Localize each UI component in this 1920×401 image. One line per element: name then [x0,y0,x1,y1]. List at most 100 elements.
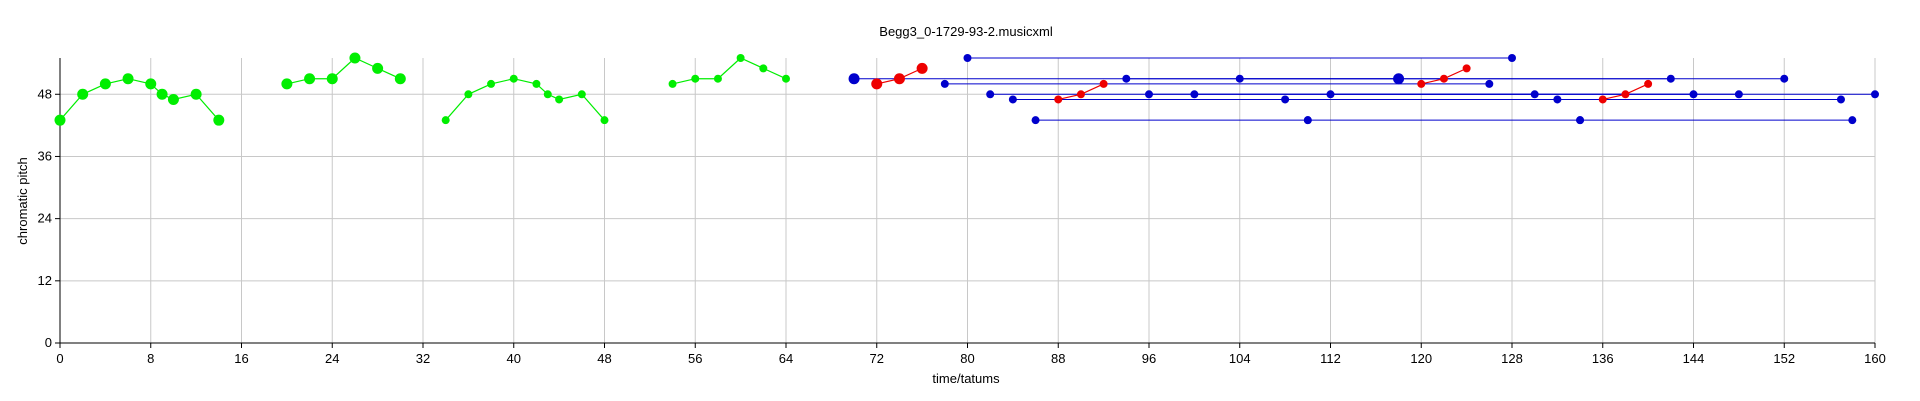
note-point [509,74,518,83]
y-tick-label: 0 [45,335,52,350]
x-tick-label: 152 [1773,351,1795,366]
note-point [1054,95,1063,104]
note-point [555,95,564,104]
y-tick-label: 24 [38,211,52,226]
y-tick-label: 48 [38,86,52,101]
note-end-point [1836,95,1845,104]
x-tick-label: 128 [1501,351,1523,366]
note-point [156,88,168,100]
series-1 [848,54,1879,125]
melody-line [286,57,401,85]
melody-line [445,78,605,121]
note-end-point [1508,54,1516,62]
note-point [487,79,496,88]
note-point [893,73,905,85]
note-start-point [1281,95,1290,104]
note-point [577,90,586,99]
x-tick-label: 136 [1592,351,1614,366]
note-point [145,78,157,90]
note-point [1621,90,1630,99]
note-point [77,88,89,100]
chart-title: Begg3_0-1729-93-2.musicxml [879,24,1053,39]
note-point [1598,95,1607,104]
note-point [543,90,552,99]
note-point [190,88,202,100]
note-end-point [1780,74,1789,83]
y-tick-label: 12 [38,273,52,288]
x-tick-label: 8 [147,351,154,366]
note-start-point [1145,90,1153,99]
x-tick-label: 120 [1410,351,1432,366]
x-tick-label: 96 [1142,351,1156,366]
note-start-point [963,54,972,62]
note-point [394,73,406,85]
x-tick-label: 64 [779,351,793,366]
note-point [691,74,700,83]
x-tick-label: 32 [416,351,430,366]
note-point [600,116,609,125]
x-tick-label: 112 [1320,351,1341,366]
y-tick-label: 36 [38,148,52,163]
note-start-point [1303,116,1312,125]
note-point [304,73,316,85]
note-start-point [1031,116,1040,125]
note-point [99,78,111,90]
series-0 [54,52,790,126]
x-tick-label: 24 [325,351,339,366]
y-axis-label: chromatic pitch [15,157,30,244]
x-tick-label: 88 [1051,351,1065,366]
note-point [782,74,790,83]
x-tick-label: 72 [870,351,884,366]
note-point [1439,74,1448,83]
note-point [122,73,134,85]
x-tick-label: 104 [1229,351,1251,366]
note-start-point [1576,116,1585,125]
note-point [532,79,541,88]
note-start-point [986,90,995,99]
note-point [1417,79,1426,88]
note-start-point [1122,74,1131,83]
x-tick-label: 0 [56,351,63,366]
x-tick-label: 48 [597,351,611,366]
note-point [1462,64,1471,73]
note-end-point [1871,90,1879,99]
x-tick-label: 160 [1864,351,1886,366]
note-point [281,78,293,90]
note-point [372,62,384,74]
note-end-point [1485,79,1494,88]
x-axis-label: time/tatums [932,371,1000,386]
note-start-point [848,73,860,85]
note-point [326,73,338,85]
note-end-point [1848,116,1857,125]
note-start-point [1326,90,1335,99]
note-start-point [1235,74,1244,83]
note-start-point [940,79,949,88]
note-point [916,62,928,74]
x-tick-label: 56 [688,351,702,366]
note-point [349,52,361,64]
note-point [713,74,722,83]
note-point [1644,79,1653,88]
note-point [464,90,473,99]
note-start-point [1008,95,1017,104]
tick-labels: 0 8 16 24 32 40 48 56 64 72 80 88 96 104 112 120 128 136 1… [38,86,1886,366]
data-layer [54,52,1879,126]
note-point [668,79,677,88]
note-point [54,114,66,126]
x-tick-label: 16 [234,351,248,366]
melody-line [672,57,787,85]
note-point [441,116,450,125]
series-2 [871,62,1653,104]
note-point [759,64,768,73]
note-point [871,78,883,90]
x-tick-label: 80 [960,351,974,366]
grid-layer [60,58,1876,343]
note-point [167,93,179,105]
note-point [736,54,745,62]
note-point [1099,79,1108,88]
note-start-point [1190,90,1199,99]
note-point [213,114,225,126]
note-point [1076,90,1085,99]
axes-layer [55,58,1876,348]
